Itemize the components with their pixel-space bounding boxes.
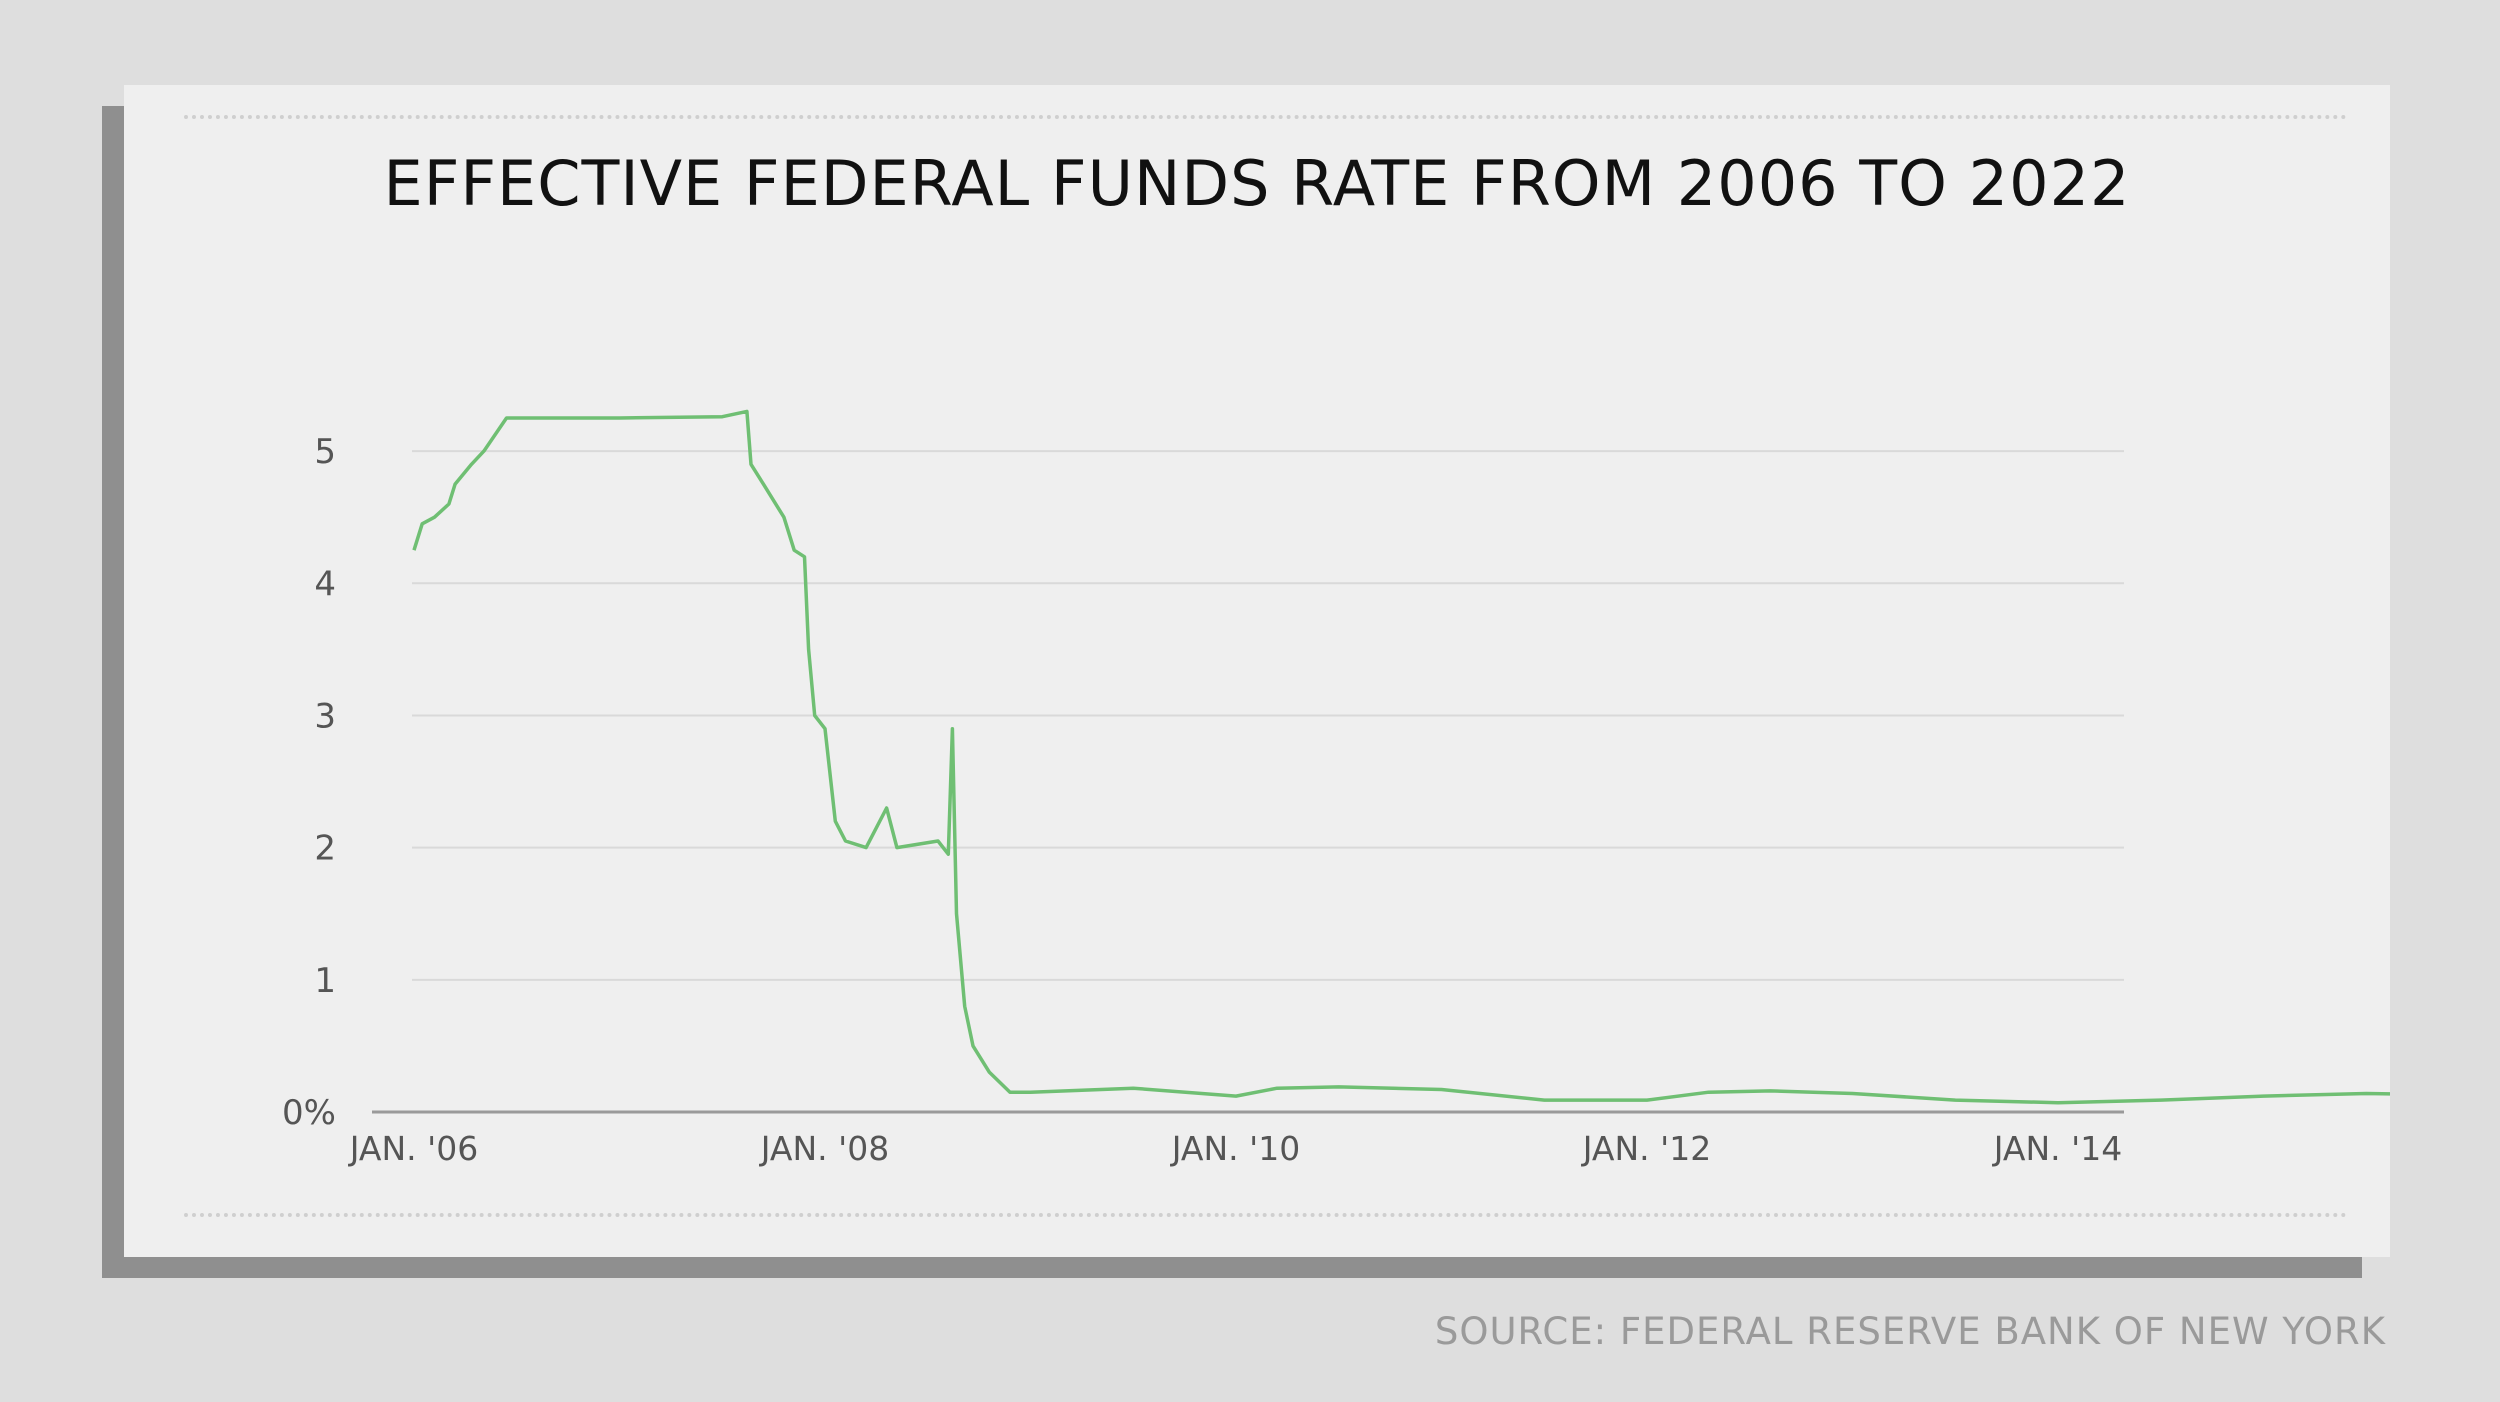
line-chart: 0% 1 2 3 4 5 JAN. '06 JAN. '08 JAN. '10 JAN. '12… bbox=[282, 409, 2390, 1168]
y-tick-label: 3 bbox=[314, 696, 336, 736]
chart-title: EFFECTIVE FEDERAL FUNDS RATE FROM 2006 T… bbox=[383, 147, 2131, 220]
x-tick-label: JAN. '14 bbox=[1992, 1129, 2122, 1168]
series-line bbox=[412, 409, 2390, 1105]
x-tick-label: JAN. '06 bbox=[348, 1129, 478, 1168]
y-tick-label: 2 bbox=[314, 829, 336, 869]
gridlines bbox=[412, 450, 2124, 981]
series-layer bbox=[412, 409, 2390, 1105]
x-tick-label: JAN. '08 bbox=[759, 1129, 889, 1168]
x-tick-label: JAN. '10 bbox=[1170, 1129, 1300, 1168]
x-tick-label: JAN. '12 bbox=[1581, 1129, 1711, 1168]
dotted-divider-top bbox=[184, 115, 2348, 119]
dotted-divider-bottom bbox=[184, 1213, 2348, 1217]
y-tick-label: 1 bbox=[314, 961, 336, 1001]
source-note: SOURCE: FEDERAL RESERVE BANK OF NEW YORK bbox=[1434, 1310, 2386, 1353]
y-tick-label: 4 bbox=[314, 564, 336, 604]
x-axis: JAN. '06 JAN. '08 JAN. '10 JAN. '12 JAN. '14… bbox=[348, 1110, 2124, 1168]
chart-card: EFFECTIVE FEDERAL FUNDS RATE FROM 2006 T… bbox=[124, 85, 2390, 1257]
y-tick-label: 0% bbox=[282, 1093, 336, 1133]
y-axis: 0% 1 2 3 4 5 bbox=[282, 432, 336, 1133]
y-tick-label: 5 bbox=[314, 432, 336, 472]
